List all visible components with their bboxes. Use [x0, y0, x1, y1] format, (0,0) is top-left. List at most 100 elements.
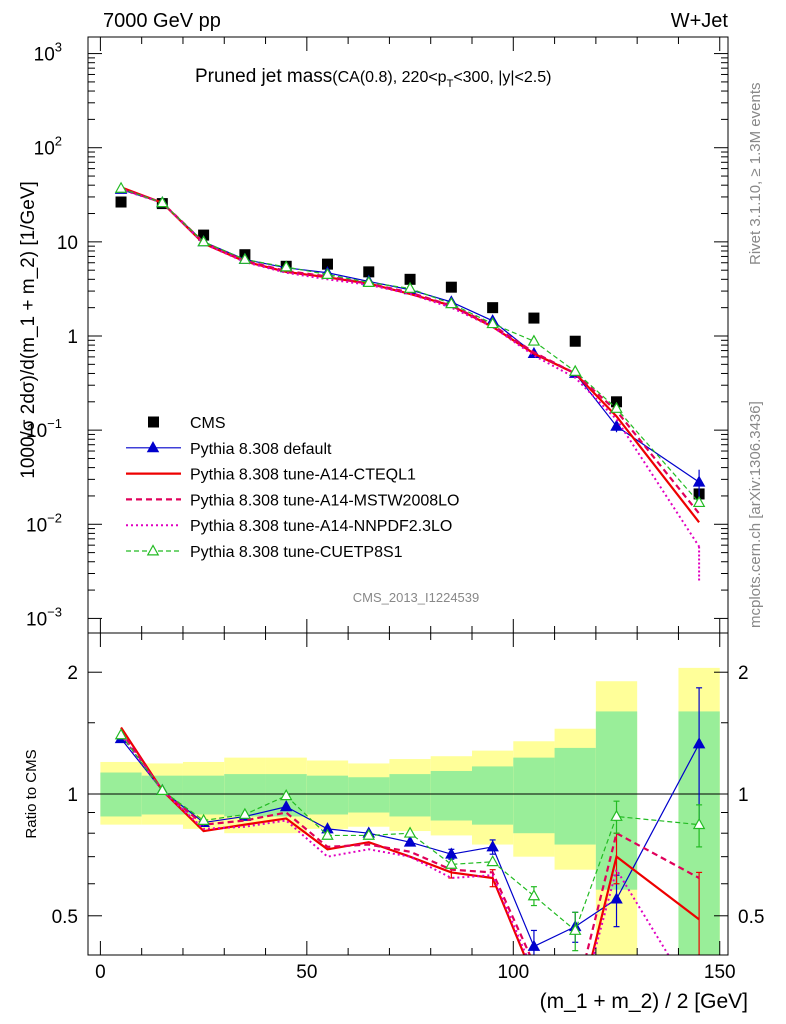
plot-title-sub-b: T [447, 78, 454, 90]
ratio-panel: 0.5 0.5 1 1 2 2 0 50 100 150 [52, 632, 764, 983]
cms-data-point [404, 273, 416, 285]
y-tick-base: 10 [26, 421, 47, 442]
uncertainty-band-inner [182, 775, 225, 815]
legend-label: Pythia 8.308 default [190, 441, 332, 458]
ratio-cuetp8s1-line [120, 734, 700, 932]
ratio-default-marker [403, 835, 417, 847]
legend-cuetp8s1-marker [146, 544, 160, 556]
ratio-y-tick-label-left: 2 [67, 663, 78, 684]
cuetp8s1-marker [527, 334, 541, 346]
uncertainty-band-inner [430, 770, 472, 821]
cms-data-point [115, 196, 127, 208]
uncertainty-band-inner [513, 757, 555, 834]
cuetp8s1-marker [197, 235, 210, 247]
ratio-y-tick-label-right: 1 [738, 785, 749, 806]
y-tick-label: 10−1 [26, 416, 62, 442]
y-axis-label: 1000/σ 2dσ)/d(m_1 + m_2) [1/GeV] [18, 181, 39, 479]
process-label: W+Jet [671, 10, 729, 32]
ratio-default-marker [486, 840, 499, 852]
cuetp8s1-marker [279, 260, 293, 272]
cuetp8s1-marker [156, 196, 169, 208]
uncertainty-band-inner [472, 766, 514, 825]
uncertainty-band-inner [389, 774, 431, 817]
default-marker [692, 475, 706, 487]
legend: CMS Pythia 8.308 default Pythia 8.308 tune… [126, 415, 459, 561]
legend-entry-a14_nnpdf: Pythia 8.308 tune-A14-NNPDF2.3LO [126, 518, 452, 535]
y-tick-exponent: 2 [55, 134, 62, 149]
series-cuetp8s1 [114, 181, 706, 508]
legend-label: Pythia 8.308 tune-A14-CTEQL1 [190, 467, 416, 484]
y-tick-exponent: 3 [55, 40, 62, 55]
ratio-cuetp8s1-marker [114, 728, 128, 740]
legend-label: Pythia 8.308 tune-A14-NNPDF2.3LO [190, 518, 452, 535]
ratio-y-tick-label-left: 0.5 [52, 907, 78, 928]
cms-data-point [321, 258, 333, 270]
plot-title: Pruned jet mass(CA(0.8), 220<pT<300, |y|… [195, 66, 551, 90]
cuetp8s1-marker [445, 297, 458, 309]
ratio-a14_mstw-line [120, 730, 700, 955]
analysis-id: CMS_2013_I1224539 [353, 590, 480, 605]
ratio-cuetp8s1-marker [610, 809, 623, 821]
y-tick-base: 1 [67, 327, 78, 348]
series-a14_mstw [120, 187, 700, 515]
x-tick-label: 150 [704, 962, 736, 983]
ratio-cuetp8s1-marker [445, 857, 458, 869]
ratio-default-marker [279, 800, 293, 812]
ratio-default-marker [610, 892, 623, 904]
ratio-series-a14_mstw [120, 730, 700, 955]
cms-data-point [487, 302, 499, 314]
ratio-a14_nnpdf-line [120, 734, 670, 955]
y-tick-exponent: −1 [47, 416, 62, 431]
y-tick-label: 103 [34, 40, 62, 66]
series-a14_nnpdf [120, 188, 701, 581]
ratio-cuetp8s1-marker [403, 826, 417, 838]
y-tick-base: 10 [26, 609, 47, 630]
ratio-cuetp8s1-marker [279, 789, 293, 801]
main-panel-frame [87, 36, 729, 634]
default-marker [610, 419, 623, 431]
y-tick-label: 102 [34, 134, 62, 160]
ratio-y-tick-label-right: 0.5 [738, 907, 764, 928]
ratio-cuetp8s1-marker [197, 813, 210, 825]
cms-data-point [528, 312, 540, 324]
mcplots-label: mcplots.cern.ch [arXiv:1306.3436] [747, 401, 764, 628]
x-tick-label: 100 [497, 962, 529, 983]
cuetp8s1-marker [486, 316, 499, 329]
cuetp8s1-marker [321, 267, 334, 279]
ratio-a14_cteql1-line [120, 726, 700, 955]
legend-label: CMS [190, 415, 226, 432]
ratio-default-marker [692, 737, 706, 749]
a14_mstw-line [120, 187, 700, 515]
uncertainty-band-inner [141, 775, 183, 815]
cms-data-point [445, 281, 457, 293]
y-tick-label: 10 [57, 233, 78, 254]
cuetp8s1-marker [610, 401, 623, 413]
y-tick-base: 10 [57, 233, 78, 254]
ratio-cuetp8s1-marker [156, 783, 169, 795]
energy-label: 7000 GeV pp [103, 10, 221, 32]
y-tick-label: 10−3 [26, 604, 62, 630]
plot-title-sub-c: <300, |y|<2.5) [453, 69, 551, 86]
rivet-label: Rivet 3.1.10, ≥ 1.3M events [747, 83, 764, 266]
legend-entry-default: Pythia 8.308 default [126, 441, 332, 458]
ratio-series-a14_nnpdf [120, 734, 670, 955]
ratio-cuetp8s1-marker [321, 828, 334, 840]
y-tick-base: 10 [34, 45, 55, 66]
ratio-cuetp8s1-marker [486, 855, 499, 867]
cuetp8s1-marker [114, 181, 128, 193]
ratio-cuetp8s1-marker [692, 817, 706, 830]
cuetp8s1-marker [403, 281, 417, 293]
ratio-cuetp8s1-marker [527, 889, 541, 901]
ratio-cuetp8s1-marker [362, 828, 376, 840]
y-tick-base: 10 [26, 515, 47, 536]
legend-default-marker [146, 441, 160, 453]
cuetp8s1-marker [692, 495, 706, 508]
legend-cms-swatch [148, 416, 159, 428]
cms-data-point [569, 335, 581, 347]
plot-title-sub-a: (CA(0.8), 220<p [332, 69, 446, 86]
y-tick-base: 10 [34, 139, 55, 160]
ratio-cuetp8s1-marker [238, 807, 252, 819]
legend-label: Pythia 8.308 tune-A14-MSTW2008LO [190, 492, 459, 509]
